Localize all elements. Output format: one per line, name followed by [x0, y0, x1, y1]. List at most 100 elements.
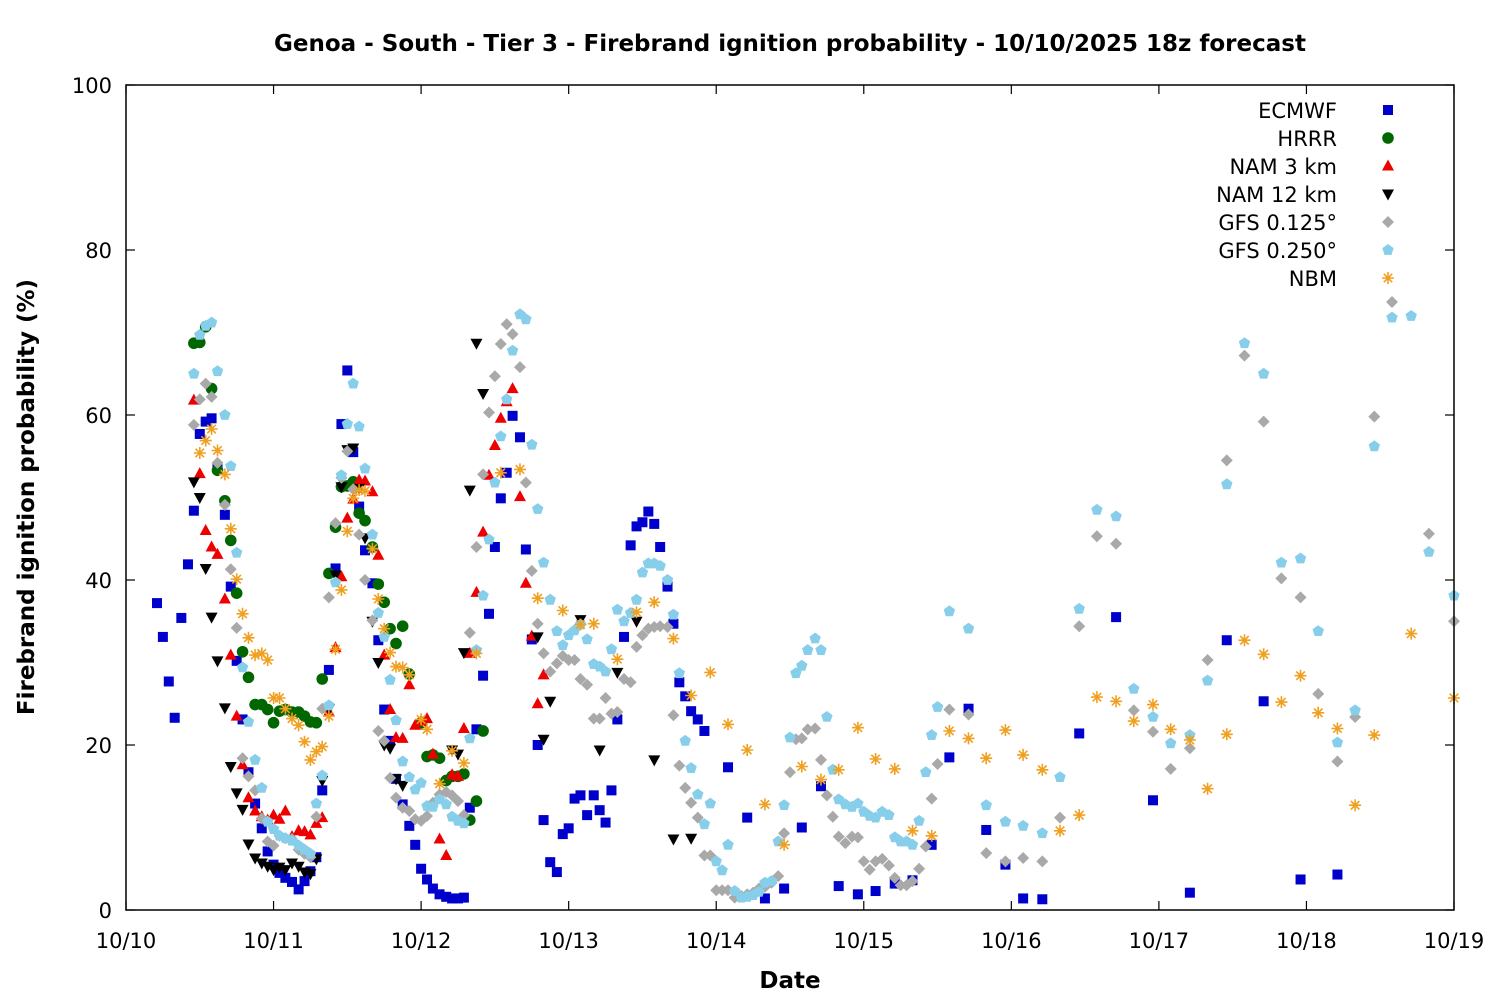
- data-point: [1275, 696, 1288, 709]
- data-point: [925, 792, 938, 805]
- data-point: [176, 612, 187, 623]
- data-point: [404, 820, 415, 831]
- data-point: [962, 708, 975, 721]
- data-point: [599, 691, 612, 704]
- data-point: [225, 460, 237, 471]
- data-point: [470, 338, 483, 350]
- data-point: [286, 858, 298, 870]
- data-point: [199, 377, 212, 390]
- data-point: [193, 447, 206, 459]
- data-point: [354, 501, 365, 512]
- legend-marker: [1382, 159, 1394, 171]
- data-point: [514, 463, 526, 476]
- data-point: [483, 533, 495, 545]
- data-point: [267, 716, 280, 729]
- data-point: [347, 492, 360, 505]
- data-point: [310, 810, 323, 823]
- data-point: [1221, 478, 1233, 490]
- data-point: [1331, 722, 1344, 735]
- data-point: [741, 744, 754, 756]
- data-point: [279, 865, 292, 877]
- data-point: [194, 428, 205, 439]
- data-point: [1036, 855, 1049, 868]
- data-point: [1184, 887, 1195, 898]
- data-point: [680, 691, 691, 702]
- data-point: [531, 592, 544, 605]
- data-point: [685, 833, 698, 845]
- data-point: [679, 781, 692, 794]
- data-point: [194, 329, 206, 340]
- data-point: [704, 666, 717, 679]
- data-point: [1201, 654, 1214, 667]
- data-point: [463, 626, 476, 639]
- data-point: [655, 542, 666, 552]
- data-point: [654, 560, 666, 571]
- data-point: [545, 857, 556, 868]
- data-point: [396, 661, 409, 674]
- data-point: [273, 812, 286, 824]
- data-point: [279, 804, 292, 816]
- data-point: [255, 647, 268, 660]
- data-point: [611, 706, 624, 718]
- data-point: [182, 559, 193, 570]
- data-point: [477, 389, 490, 401]
- data-point: [211, 456, 224, 469]
- data-point: [815, 644, 827, 655]
- data-point: [704, 797, 716, 809]
- legend-marker: [1382, 244, 1394, 255]
- data-point: [1238, 349, 1251, 362]
- data-point: [447, 893, 458, 904]
- data-point: [506, 344, 519, 356]
- data-point: [329, 576, 342, 588]
- data-point: [888, 762, 901, 775]
- series-square: [151, 365, 1343, 905]
- data-point: [1201, 782, 1214, 795]
- data-point: [286, 712, 298, 725]
- data-point: [685, 762, 697, 773]
- data-point: [569, 793, 580, 804]
- data-point: [568, 654, 581, 667]
- data-point: [440, 849, 453, 861]
- data-point: [205, 316, 218, 328]
- data-point: [205, 390, 218, 403]
- data-point: [1220, 454, 1233, 467]
- data-point: [390, 791, 403, 804]
- data-point: [488, 370, 501, 383]
- data-point: [219, 409, 231, 420]
- data-point: [611, 603, 624, 615]
- data-point: [532, 503, 544, 514]
- data-point: [199, 563, 212, 575]
- data-point: [619, 631, 629, 642]
- data-point: [261, 703, 274, 716]
- data-point: [710, 855, 722, 867]
- data-point: [452, 749, 464, 761]
- data-point: [415, 713, 428, 726]
- data-point: [685, 689, 698, 702]
- data-point: [372, 658, 385, 669]
- data-point: [236, 607, 249, 620]
- data-point: [372, 724, 385, 737]
- data-point: [347, 443, 360, 455]
- data-point: [353, 420, 365, 432]
- data-point: [1312, 625, 1324, 636]
- y-tick-label: 20: [85, 734, 112, 758]
- data-point: [316, 740, 329, 753]
- data-point: [1111, 612, 1122, 623]
- data-point: [205, 423, 218, 435]
- data-point: [593, 745, 606, 757]
- data-point: [821, 711, 833, 722]
- data-point: [359, 474, 372, 486]
- data-point: [1257, 415, 1270, 428]
- data-point: [470, 647, 483, 660]
- legend-label: NBM: [1289, 267, 1337, 291]
- data-point: [778, 838, 791, 851]
- data-point: [1368, 410, 1381, 423]
- data-point: [193, 493, 206, 504]
- legend-marker: [1382, 272, 1394, 284]
- data-point: [211, 656, 224, 668]
- data-point: [1238, 337, 1251, 349]
- data-point: [673, 759, 686, 772]
- data-point: [1349, 799, 1362, 812]
- data-point: [211, 444, 224, 457]
- data-point: [268, 859, 279, 870]
